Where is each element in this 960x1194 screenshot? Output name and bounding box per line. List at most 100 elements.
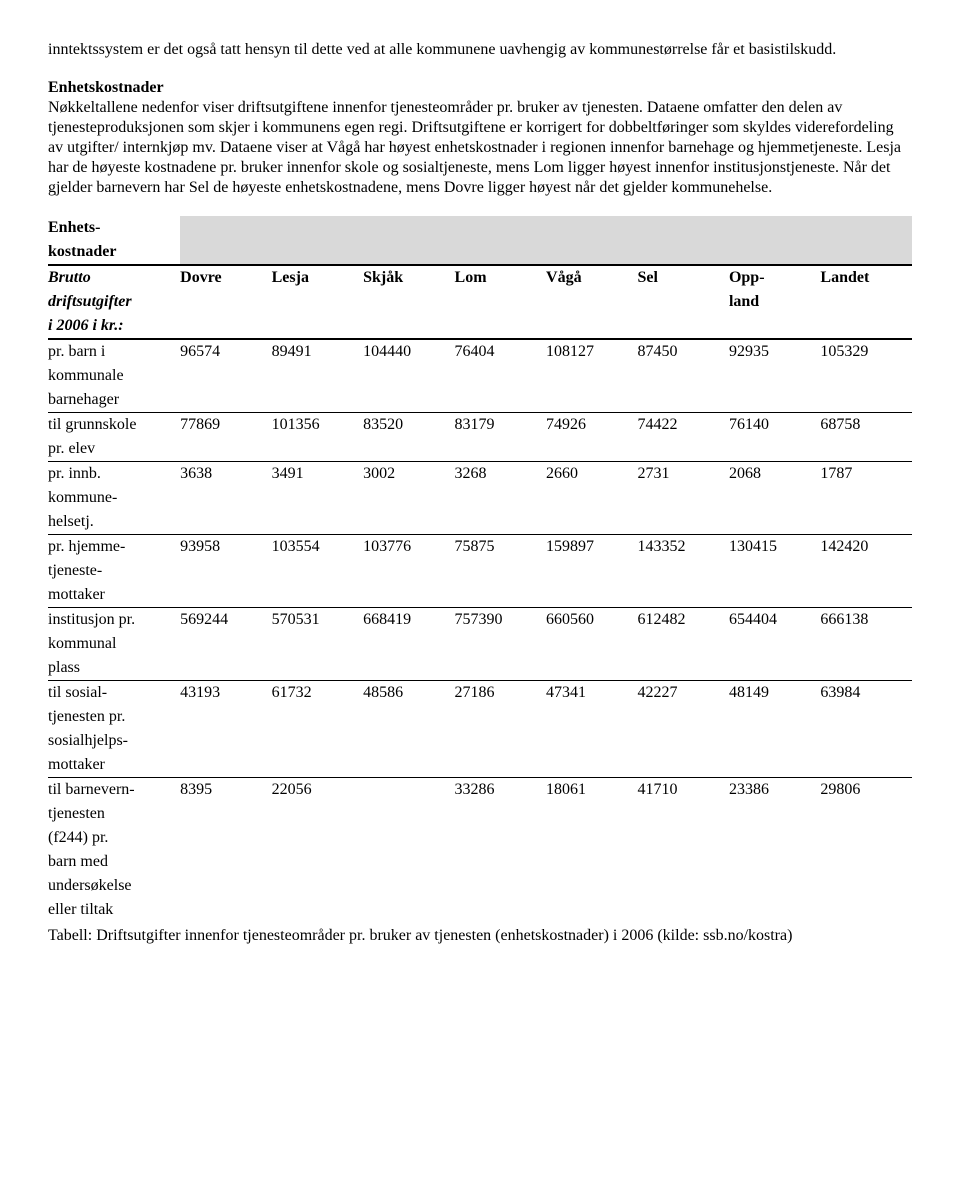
cell: 92935 [729,339,820,364]
col-head: Skjåk [363,265,454,290]
row-label: mottaker [48,583,180,608]
cell: 27186 [455,681,546,706]
row-label: pr. barn i [48,339,180,364]
cell: 74926 [546,413,637,438]
row-label: pr. innb. [48,462,180,487]
table-title: kostnader [48,240,180,265]
cell: 89491 [272,339,363,364]
row-label: til sosial- [48,681,180,706]
cell: 83179 [455,413,546,438]
row-label: institusjon pr. [48,608,180,633]
cell: 75875 [455,535,546,560]
cell: 159897 [546,535,637,560]
row-label: til barnevern- [48,778,180,803]
cell: 104440 [363,339,454,364]
cell: 103776 [363,535,454,560]
cell: 43193 [180,681,271,706]
cell: 666138 [820,608,912,633]
row-label: tjeneste- [48,559,180,583]
cell: 3638 [180,462,271,487]
row-label: plass [48,656,180,681]
table-caption: Tabell: Driftsutgifter innenfor tjeneste… [48,926,912,946]
row-label: tjenesten pr. [48,705,180,729]
cell: 2068 [729,462,820,487]
row-label: eller tiltak [48,898,180,922]
section-heading: Enhetskostnader [48,78,912,98]
cell: 42227 [637,681,728,706]
col-head: Dovre [180,265,271,290]
cell: 142420 [820,535,912,560]
col-head: land [729,290,820,314]
row-label: barnehager [48,388,180,413]
cell: 143352 [637,535,728,560]
shaded-header [180,216,912,240]
row-label: undersøkelse [48,874,180,898]
cell: 96574 [180,339,271,364]
col-head: Vågå [546,265,637,290]
cell: 63984 [820,681,912,706]
cell: 101356 [272,413,363,438]
cell: 2731 [637,462,728,487]
cell: 93958 [180,535,271,560]
shaded-header [180,240,912,265]
row-label: sosialhjelps- [48,729,180,753]
subhead: driftsutgifter [48,290,180,314]
row-label: pr. hjemme- [48,535,180,560]
col-head: Landet [820,265,912,290]
cell: 48586 [363,681,454,706]
cell: 570531 [272,608,363,633]
cell: 757390 [455,608,546,633]
row-label: mottaker [48,753,180,778]
cell: 77869 [180,413,271,438]
cell: 654404 [729,608,820,633]
row-label: kommunale [48,364,180,388]
row-label: kommune- [48,486,180,510]
cell: 76140 [729,413,820,438]
col-head: Sel [637,265,728,290]
cell: 61732 [272,681,363,706]
subhead: i 2006 i kr.: [48,314,180,339]
row-label: barn med [48,850,180,874]
cell: 612482 [637,608,728,633]
cell: 105329 [820,339,912,364]
section-body: Nøkkeltallene nedenfor viser driftsutgif… [48,98,912,198]
col-head: Opp- [729,265,820,290]
subhead: Brutto [48,265,180,290]
intro-paragraph: inntektssystem er det også tatt hensyn t… [48,40,912,60]
cell: 22056 [272,778,363,803]
cell: 8395 [180,778,271,803]
row-label: kommunal [48,632,180,656]
col-head: Lesja [272,265,363,290]
cell: 18061 [546,778,637,803]
cell: 108127 [546,339,637,364]
cell: 48149 [729,681,820,706]
row-label: (f244) pr. [48,826,180,850]
cell: 130415 [729,535,820,560]
col-head: Lom [455,265,546,290]
cell: 103554 [272,535,363,560]
cell: 33286 [455,778,546,803]
cell: 23386 [729,778,820,803]
cell: 3491 [272,462,363,487]
cell: 668419 [363,608,454,633]
cost-table: Enhets- kostnader Brutto Dovre Lesja Skj… [48,216,912,922]
cell: 87450 [637,339,728,364]
row-label: tjenesten [48,802,180,826]
cell: 3268 [455,462,546,487]
cell: 76404 [455,339,546,364]
cell: 3002 [363,462,454,487]
cell: 41710 [637,778,728,803]
cell: 83520 [363,413,454,438]
cell [363,778,454,803]
cell: 660560 [546,608,637,633]
cell: 47341 [546,681,637,706]
row-label: helsetj. [48,510,180,535]
row-label: til grunnskole [48,413,180,438]
cell: 74422 [637,413,728,438]
cell: 2660 [546,462,637,487]
table-title: Enhets- [48,216,180,240]
cell: 569244 [180,608,271,633]
cell: 1787 [820,462,912,487]
cell: 68758 [820,413,912,438]
cell: 29806 [820,778,912,803]
